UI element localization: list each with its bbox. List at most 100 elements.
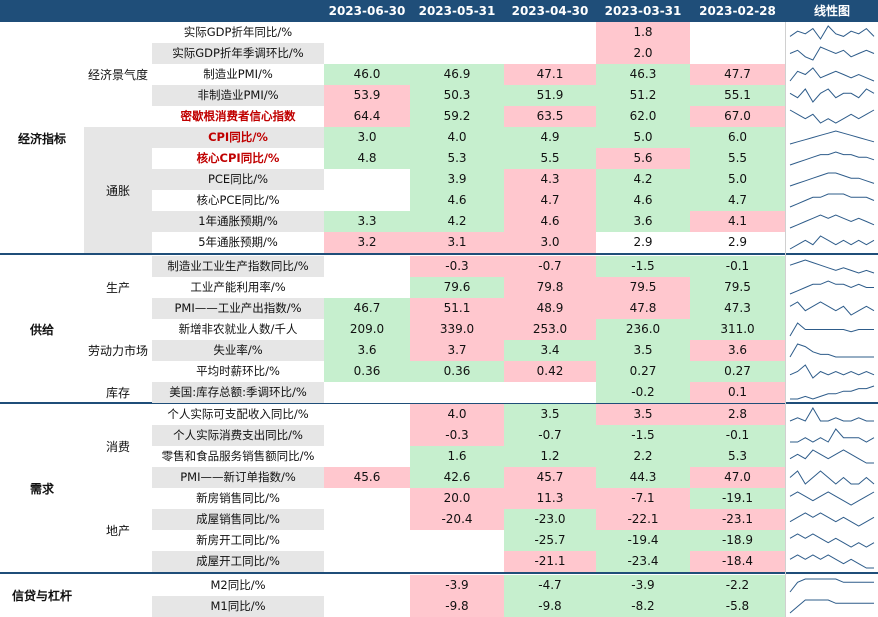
sparkline-line: [789, 343, 874, 358]
value-cell: 4.7: [690, 190, 785, 211]
value-cell: 4.7: [504, 190, 596, 211]
value-cell: [410, 530, 504, 551]
value-cell: 2.9: [596, 232, 690, 253]
row-label: 核心CPI同比/%: [152, 148, 324, 169]
sparkline-chart: [789, 512, 875, 527]
subgroup-label: 消费: [105, 439, 130, 454]
value-cell: 209.0: [324, 319, 410, 340]
value-cell: 47.1: [504, 64, 596, 85]
value-cell: 1.2: [504, 446, 596, 467]
value-cell: 44.3: [596, 467, 690, 488]
value-cell: -4.7: [504, 575, 596, 596]
value-cell: 0.36: [410, 361, 504, 382]
sparkline-chart: [789, 599, 874, 614]
value-cell: -8.2: [596, 596, 690, 617]
value-cell: 67.0: [690, 106, 785, 127]
value-cell: [324, 530, 410, 551]
sparkline-line: [789, 554, 874, 569]
subgroup-label: 地产: [105, 523, 130, 538]
value-cell: 3.0: [504, 232, 596, 253]
value-cell: 79.6: [410, 277, 504, 298]
value-cell: 42.6: [410, 467, 504, 488]
value-cell: -7.1: [596, 488, 690, 509]
value-cell: 3.5: [504, 404, 596, 425]
section-divider: [0, 402, 878, 404]
value-cell: -23.1: [690, 509, 785, 530]
value-cell: 4.2: [596, 169, 690, 190]
value-cell: 45.7: [504, 467, 596, 488]
value-cell: -0.1: [690, 256, 785, 277]
sparkline-line: [789, 25, 875, 40]
value-cell: 59.2: [410, 106, 504, 127]
value-cell: -1.5: [596, 425, 690, 446]
value-cell: 53.9: [324, 85, 410, 106]
row-label: 实际GDP折年季调环比/%: [152, 43, 324, 64]
sparkline-line: [790, 428, 875, 443]
value-cell: [410, 382, 504, 403]
value-cell: -2.2: [690, 575, 785, 596]
group-label: 信贷与杠杆: [0, 574, 84, 617]
sparkline-line: [789, 407, 874, 422]
value-cell: 4.1: [690, 211, 785, 232]
value-cell: -9.8: [504, 596, 596, 617]
sparkline-chart: [789, 554, 874, 569]
value-cell: [324, 509, 410, 530]
value-cell: 3.6: [596, 211, 690, 232]
value-cell: 5.0: [596, 127, 690, 148]
sparkline-chart: [789, 343, 874, 358]
date-header: 2023-03-31: [604, 4, 682, 18]
value-cell: 3.5: [596, 404, 690, 425]
sparkline-chart: [789, 578, 874, 593]
sparkline-line: [789, 599, 874, 614]
value-cell: -0.3: [410, 256, 504, 277]
sparkline-chart: [789, 214, 875, 229]
row-label: 失业率/%: [152, 340, 324, 361]
value-cell: -0.7: [504, 256, 596, 277]
sparkline-chart: [789, 25, 875, 40]
value-cell: 63.5: [504, 106, 596, 127]
row-label: 新增非农就业人数/千人: [152, 319, 324, 340]
value-cell: -3.9: [596, 575, 690, 596]
sparkline-chart: [789, 259, 875, 274]
date-header: 2023-04-30: [511, 4, 589, 18]
value-cell: 4.9: [504, 127, 596, 148]
value-cell: 3.0: [324, 127, 410, 148]
value-cell: 1.8: [596, 22, 690, 43]
value-cell: 2.8: [690, 404, 785, 425]
value-cell: 64.4: [324, 106, 410, 127]
sparkline-line: [789, 470, 875, 485]
value-cell: -19.1: [690, 488, 785, 509]
value-cell: [410, 22, 504, 43]
value-cell: 51.9: [504, 85, 596, 106]
group-label: 需求: [0, 404, 84, 572]
sparkline-line: [789, 259, 875, 274]
subgroup-label: 库存: [105, 386, 130, 400]
sparkline-chart: [789, 46, 875, 61]
value-cell: 4.6: [504, 211, 596, 232]
value-cell: 46.3: [596, 64, 690, 85]
subgroup-label: 经济景气度: [87, 68, 148, 82]
value-cell: [324, 404, 410, 425]
row-label: 个人实际消费支出同比/%: [152, 425, 324, 446]
value-cell: 5.0: [690, 169, 785, 190]
value-cell: 0.27: [596, 361, 690, 382]
sparkline-chart: [789, 364, 875, 379]
subgroup-label: 生产: [105, 281, 130, 295]
table-header: 2023-06-30 2023-05-31 2023-04-30 2023-03…: [0, 0, 878, 22]
value-cell: [324, 425, 410, 446]
value-cell: 3.7: [410, 340, 504, 361]
sparkline-line: [789, 88, 875, 103]
value-cell: 3.6: [324, 340, 410, 361]
sparkline-line: [789, 214, 875, 229]
sparkline-line: [789, 533, 875, 548]
value-cell: 47.3: [690, 298, 785, 319]
sparkline-chart: [789, 322, 874, 337]
row-label: 零售和食品服务销售额同比/%: [152, 446, 324, 467]
sparkline-line: [789, 235, 875, 250]
value-cell: -0.1: [690, 425, 785, 446]
value-cell: -1.5: [596, 256, 690, 277]
date-header: 2023-02-28: [699, 4, 776, 18]
value-cell: 47.8: [596, 298, 690, 319]
value-cell: 4.8: [324, 148, 410, 169]
value-cell: 2.9: [690, 232, 785, 253]
